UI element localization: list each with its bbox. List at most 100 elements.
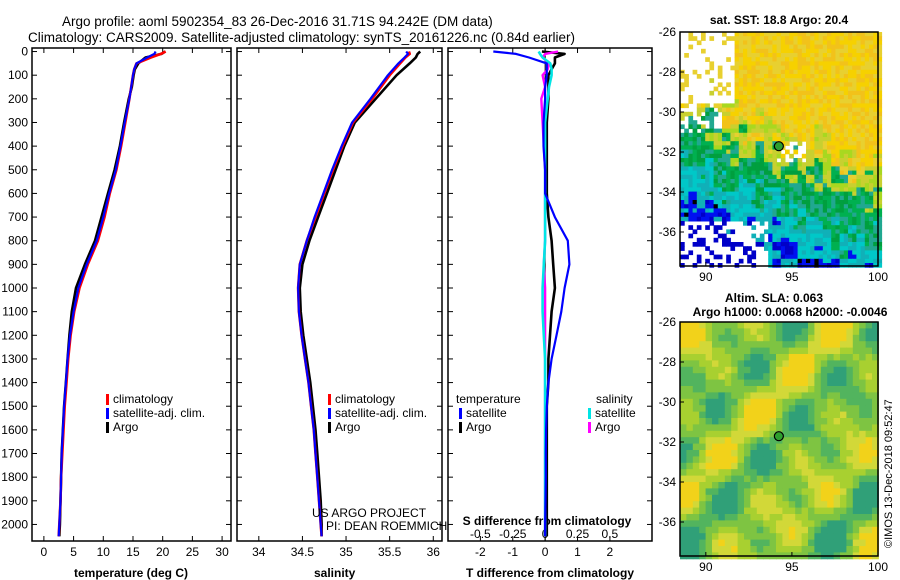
- heatmap-cell: [776, 116, 782, 121]
- heatmap-cell: [852, 158, 857, 163]
- heatmap-cell: [730, 137, 736, 142]
- heatmap-cell: [869, 221, 874, 226]
- heatmap-cell: [717, 128, 723, 134]
- heatmap-cell: [818, 132, 824, 138]
- heatmap-cell: [814, 450, 822, 457]
- heatmap-cell: [713, 254, 719, 260]
- heatmap-cell: [737, 322, 745, 329]
- heatmap-cell: [724, 475, 732, 483]
- heatmap-cell: [814, 187, 820, 193]
- heatmap-cell: [865, 507, 873, 515]
- heatmap-cell: [840, 494, 847, 502]
- heatmap-cell: [789, 90, 794, 96]
- heatmap-cell: [846, 539, 854, 547]
- series-line-satellite: [57, 51, 157, 537]
- heatmap-cell: [780, 32, 786, 37]
- heatmap-cell: [852, 74, 857, 79]
- heatmap-cell: [734, 48, 740, 54]
- heatmap-cell: [734, 65, 740, 71]
- heatmap-cell: [768, 179, 773, 184]
- heatmap-cell: [705, 216, 710, 222]
- heatmap-cell: [789, 124, 794, 130]
- heatmap-cell: [852, 137, 857, 142]
- heatmap-cell: [808, 514, 815, 521]
- heatmap-cell: [856, 183, 862, 188]
- heatmap-cell: [808, 462, 815, 470]
- heatmap-cell: [852, 86, 857, 92]
- heatmap-cell: [808, 507, 815, 515]
- heatmap-cell: [743, 86, 748, 92]
- heatmap-cell: [737, 354, 745, 361]
- heatmap-cell: [785, 174, 790, 180]
- heatmap-cell: [692, 437, 700, 445]
- heatmap-cell: [696, 208, 702, 214]
- heatmap-cell: [839, 48, 845, 54]
- heatmap-cell: [764, 90, 769, 96]
- heatmap-cell: [764, 86, 769, 92]
- heatmap-cell: [780, 36, 786, 41]
- heatmap-cell: [722, 124, 727, 130]
- heatmap-cell: [680, 208, 685, 214]
- heatmap-cell: [692, 488, 700, 496]
- heatmap-cell: [743, 137, 748, 142]
- heatmap-cell: [835, 137, 841, 142]
- heatmap-cell: [822, 107, 828, 113]
- heatmap-cell: [772, 82, 778, 88]
- heatmap-cell: [846, 520, 854, 528]
- heatmap-cell: [801, 65, 807, 71]
- heatmap-cell: [852, 250, 857, 256]
- heatmap-cell: [686, 514, 694, 521]
- heatmap-cell: [810, 183, 815, 188]
- heatmap-cell: [795, 424, 803, 432]
- heatmap-cell: [860, 212, 866, 218]
- heatmap-cell: [801, 174, 807, 180]
- heatmap-cell: [789, 183, 794, 188]
- heatmap-cell: [856, 191, 862, 197]
- y-tick-label: -26: [659, 315, 677, 329]
- heatmap-cell: [726, 132, 731, 138]
- heatmap-cell: [776, 191, 782, 197]
- heatmap-cell: [788, 520, 796, 528]
- heatmap-cell: [864, 65, 870, 71]
- heatmap-cell: [797, 166, 803, 172]
- heatmap-cell: [712, 366, 719, 374]
- heatmap-cell: [840, 424, 847, 432]
- heatmap-cell: [763, 398, 771, 406]
- heatmap-cell: [730, 183, 736, 188]
- heatmap-cell: [730, 187, 736, 193]
- heatmap-cell: [701, 158, 706, 163]
- heatmap-cell: [865, 322, 873, 329]
- heatmap-cell: [831, 200, 836, 205]
- heatmap-cell: [873, 137, 878, 142]
- heatmap-cell: [848, 158, 853, 163]
- heatmap-cell: [827, 354, 835, 361]
- heatmap-cell: [738, 36, 744, 41]
- heatmap-cell: [848, 95, 853, 100]
- x-tick-label: -2: [475, 545, 486, 559]
- heatmap-cell: [793, 258, 799, 264]
- heatmap-cell: [788, 539, 796, 547]
- heatmap-cell: [730, 170, 736, 176]
- heatmap-cell: [776, 514, 783, 521]
- heatmap-cell: [848, 170, 853, 176]
- heatmap-cell: [864, 258, 870, 264]
- heatmap-cell: [806, 162, 811, 167]
- heatmap-cell: [810, 191, 815, 197]
- heatmap-cell: [764, 170, 769, 176]
- heatmap-cell: [846, 437, 854, 445]
- heatmap-cell: [840, 507, 847, 515]
- heatmap-cell: [701, 36, 706, 41]
- heatmap-cell: [864, 107, 870, 113]
- heatmap-cell: [705, 469, 713, 477]
- heatmap-cell: [822, 254, 828, 260]
- heatmap-cell: [712, 405, 719, 413]
- heatmap-cell: [722, 128, 727, 134]
- heatmap-cell: [831, 124, 836, 130]
- heatmap-cell: [865, 437, 873, 445]
- heatmap-cell: [722, 183, 727, 188]
- heatmap-cell: [860, 250, 866, 256]
- heatmap-cell: [738, 158, 744, 163]
- heatmap-cell: [846, 373, 854, 381]
- heatmap-cell: [877, 254, 883, 260]
- heatmap-cell: [680, 116, 685, 121]
